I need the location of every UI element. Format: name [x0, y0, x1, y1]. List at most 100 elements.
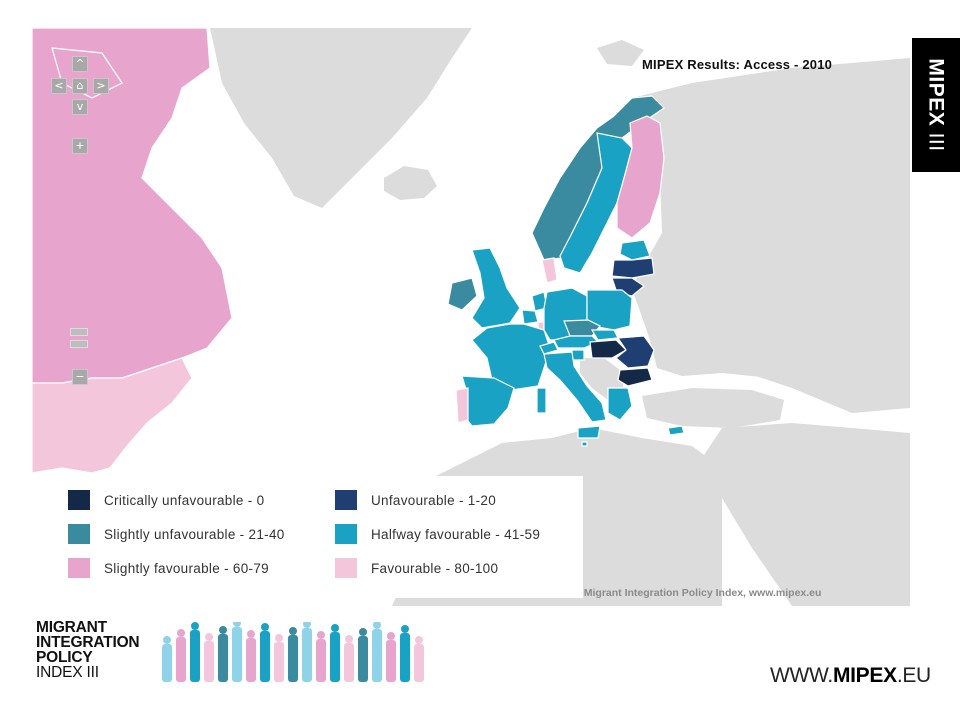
legend-item-slightly-favourable: Slightly favourable - 60-79: [68, 558, 269, 578]
badge-bold-text: MIPEX: [925, 58, 949, 127]
region-layer: [32, 28, 685, 474]
region-ireland[interactable]: [447, 277, 478, 311]
person-head: [359, 628, 367, 636]
person-body: [372, 629, 382, 682]
eastern-europe: [632, 286, 792, 378]
region-switzerland[interactable]: [539, 341, 559, 355]
legend-label: Favourable - 80-100: [371, 560, 499, 576]
region-latvia[interactable]: [611, 257, 655, 279]
mipex-badge: MIPEX III: [912, 38, 960, 172]
greenland: [210, 28, 472, 208]
legend-item-slightly-unfavourable: Slightly unfavourable - 21-40: [68, 524, 285, 544]
region-hungary[interactable]: [589, 339, 627, 359]
region-france[interactable]: [471, 323, 551, 391]
person-head: [373, 622, 381, 629]
pan-right-icon: >: [96, 79, 106, 92]
badge-thin-text: III: [925, 126, 949, 152]
brand-line-3: POLICY: [36, 649, 93, 666]
map-legend: Critically unfavourable - 0 Unfavourable…: [56, 476, 583, 598]
brand-line-4: INDEX III: [36, 664, 99, 681]
region-united-states[interactable]: [32, 357, 193, 474]
brand-logo: MIGRANT INTEGRATION POLICY INDEX III: [36, 619, 140, 681]
iceland: [384, 166, 437, 200]
region-estonia[interactable]: [619, 239, 651, 261]
person-head: [345, 635, 353, 643]
person-head: [247, 630, 255, 638]
choropleth-map[interactable]: [32, 28, 910, 606]
legend-swatch: [68, 524, 90, 544]
pan-down-icon: v: [76, 100, 84, 113]
person-head: [331, 624, 339, 632]
legend-label: Slightly unfavourable - 21-40: [104, 526, 285, 542]
person-head: [261, 623, 269, 631]
region-romania[interactable]: [615, 335, 655, 369]
legend-item-critically-unfavourable: Critically unfavourable - 0: [68, 490, 264, 510]
region-slovakia[interactable]: [590, 329, 619, 341]
region-belgium[interactable]: [521, 309, 539, 325]
region-portugal[interactable]: [455, 387, 469, 424]
region-denmark[interactable]: [541, 257, 558, 284]
person-body: [400, 633, 410, 682]
legend-label: Halfway favourable - 41-59: [371, 526, 541, 542]
region-spain[interactable]: [461, 375, 515, 427]
person-body: [316, 639, 326, 682]
pan-left-button[interactable]: <: [51, 78, 67, 94]
legend-swatch: [335, 524, 357, 544]
legend-item-halfway-favourable: Halfway favourable - 41-59: [335, 524, 540, 544]
person-body: [330, 632, 340, 682]
legend-label: Slightly favourable - 60-79: [104, 560, 269, 576]
person-head: [205, 633, 213, 641]
url-suffix: .EU: [896, 664, 931, 687]
person-head: [401, 625, 409, 633]
legend-swatch: [335, 558, 357, 578]
region-finland[interactable]: [616, 115, 665, 239]
region-cyprus[interactable]: [667, 425, 685, 436]
person-body: [414, 644, 424, 682]
person-body: [302, 628, 312, 682]
region-united-kingdom[interactable]: [471, 247, 521, 329]
legend-item-favourable: Favourable - 80-100: [335, 558, 498, 578]
person-head: [303, 622, 311, 628]
url-prefix: WWW.: [770, 664, 833, 687]
person-head: [219, 626, 227, 634]
zoom-out-icon: −: [75, 370, 85, 383]
region-slovenia[interactable]: [571, 349, 585, 361]
region-italy[interactable]: [536, 351, 607, 439]
region-malta[interactable]: [581, 441, 588, 447]
person-head: [163, 636, 171, 644]
people-silhouettes-icon: [162, 622, 424, 682]
brand-line-1: MIGRANT: [36, 619, 107, 636]
zoom-in-button[interactable]: +: [72, 138, 88, 154]
person-body: [288, 635, 298, 682]
home-button[interactable]: ⌂: [72, 78, 88, 94]
pan-up-button[interactable]: ^: [72, 56, 88, 72]
brand-line-2: INTEGRATION: [36, 634, 140, 651]
region-greece[interactable]: [607, 387, 633, 421]
person-body: [218, 634, 228, 682]
zoom-level-bar[interactable]: [70, 328, 88, 336]
pan-right-button[interactable]: >: [93, 78, 109, 94]
zoom-level-bar[interactable]: [70, 340, 88, 348]
person-body: [204, 641, 214, 682]
website-url[interactable]: WWW.MIPEX.EU: [770, 664, 931, 688]
person-body: [162, 644, 172, 682]
legend-label: Critically unfavourable - 0: [104, 492, 265, 508]
person-head: [233, 622, 241, 627]
person-head: [289, 627, 297, 635]
legend-swatch: [68, 558, 90, 578]
person-body: [176, 637, 186, 682]
person-head: [317, 631, 325, 639]
person-body: [232, 627, 242, 682]
pan-up-icon: ^: [75, 57, 85, 70]
region-bulgaria[interactable]: [617, 367, 653, 387]
zoom-out-button[interactable]: −: [72, 369, 88, 385]
person-body: [386, 640, 396, 682]
pan-left-icon: <: [54, 79, 64, 92]
pan-down-button[interactable]: v: [72, 99, 88, 115]
map-title: MIPEX Results: Access - 2010: [642, 57, 833, 72]
turkey: [642, 388, 784, 428]
middle-east: [702, 423, 910, 606]
url-bold: MIPEX: [832, 664, 897, 687]
legend-swatch: [68, 490, 90, 510]
person-body: [246, 638, 256, 682]
